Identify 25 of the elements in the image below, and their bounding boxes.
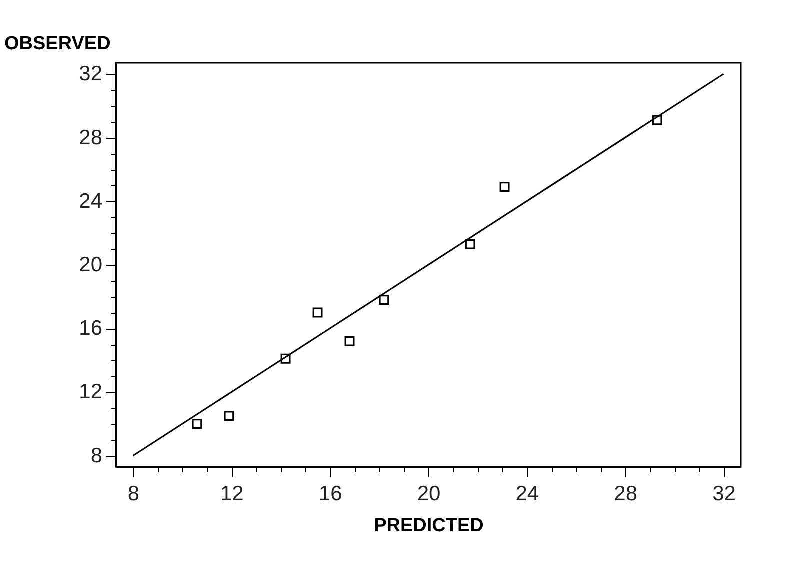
x-tick-label: 20 xyxy=(417,482,441,506)
y-tick-label: 8 xyxy=(90,444,102,468)
point xyxy=(280,354,291,364)
y-tick-label: 28 xyxy=(79,126,102,150)
point xyxy=(224,411,234,422)
y-tick-label: 12 xyxy=(79,380,102,404)
x-tick-label: 16 xyxy=(318,482,342,506)
x-tick-label: 28 xyxy=(614,482,638,506)
y-axis-title: OBSERVED xyxy=(4,34,111,54)
point xyxy=(312,308,323,318)
point xyxy=(465,239,476,250)
x-tick-label: 12 xyxy=(220,482,244,506)
y-tick-label: 32 xyxy=(79,62,102,86)
y-tick-label: 16 xyxy=(79,317,102,340)
y-tick-label: 24 xyxy=(79,190,103,213)
x-tick-label: 24 xyxy=(516,482,540,506)
point xyxy=(344,336,355,346)
point xyxy=(652,115,662,126)
point xyxy=(500,182,510,192)
point xyxy=(379,295,390,305)
x-axis-title: PREDICTED xyxy=(374,516,484,536)
y-tick-label: 20 xyxy=(79,254,102,276)
point xyxy=(192,419,202,430)
x-tick-label: 32 xyxy=(712,482,736,506)
x-tick-label: 8 xyxy=(128,482,140,506)
